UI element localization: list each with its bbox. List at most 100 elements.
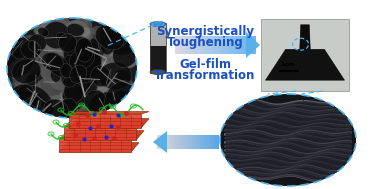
Ellipse shape [62, 86, 86, 110]
Ellipse shape [25, 54, 43, 70]
Bar [157, 135, 160, 149]
Bar [178, 135, 181, 149]
Ellipse shape [37, 38, 63, 66]
Bar [233, 36, 237, 54]
Ellipse shape [26, 74, 39, 86]
Ellipse shape [108, 77, 119, 95]
Ellipse shape [58, 98, 77, 119]
Ellipse shape [44, 92, 83, 128]
Ellipse shape [62, 20, 93, 59]
Ellipse shape [7, 18, 137, 118]
Ellipse shape [21, 40, 41, 59]
Ellipse shape [37, 78, 66, 103]
Bar [181, 36, 184, 54]
FancyArrow shape [246, 32, 260, 58]
Ellipse shape [68, 16, 92, 47]
Bar [186, 36, 190, 54]
Ellipse shape [56, 32, 67, 41]
Ellipse shape [52, 89, 58, 93]
Bar [236, 36, 240, 54]
Text: Transformation: Transformation [154, 69, 256, 82]
Bar [214, 135, 217, 149]
Ellipse shape [34, 25, 47, 35]
Ellipse shape [40, 19, 71, 48]
Bar [216, 135, 219, 149]
Ellipse shape [71, 108, 79, 117]
Ellipse shape [108, 19, 125, 40]
Ellipse shape [59, 34, 77, 52]
Ellipse shape [115, 36, 126, 46]
Ellipse shape [220, 94, 356, 186]
Ellipse shape [18, 51, 31, 61]
Bar [159, 135, 162, 149]
Ellipse shape [32, 82, 40, 94]
Ellipse shape [77, 28, 101, 49]
Ellipse shape [82, 27, 90, 37]
Ellipse shape [71, 59, 78, 64]
Bar [166, 135, 169, 149]
Ellipse shape [50, 72, 68, 90]
Bar [205, 135, 209, 149]
Ellipse shape [58, 98, 72, 108]
Ellipse shape [76, 38, 93, 62]
Ellipse shape [44, 95, 68, 126]
Bar [261, 19, 349, 91]
Ellipse shape [82, 67, 93, 76]
Ellipse shape [38, 27, 49, 36]
Bar [150, 23, 166, 73]
Ellipse shape [9, 84, 33, 103]
Bar [189, 135, 192, 149]
Polygon shape [64, 124, 144, 126]
Ellipse shape [45, 69, 70, 90]
Bar [193, 135, 196, 149]
Polygon shape [64, 131, 144, 140]
Ellipse shape [37, 20, 61, 43]
Ellipse shape [67, 39, 102, 83]
Ellipse shape [101, 40, 113, 55]
Ellipse shape [1, 83, 28, 110]
Ellipse shape [95, 25, 124, 50]
Ellipse shape [79, 103, 88, 109]
Ellipse shape [19, 57, 38, 83]
Ellipse shape [112, 21, 127, 42]
Polygon shape [300, 25, 310, 49]
Ellipse shape [85, 85, 99, 98]
Polygon shape [265, 49, 345, 80]
Ellipse shape [75, 74, 98, 95]
Ellipse shape [104, 67, 131, 93]
Ellipse shape [20, 35, 43, 56]
Ellipse shape [81, 33, 88, 44]
Ellipse shape [102, 98, 114, 109]
Ellipse shape [46, 34, 71, 60]
Ellipse shape [88, 82, 129, 110]
Bar [191, 135, 194, 149]
Ellipse shape [114, 91, 129, 105]
Ellipse shape [21, 81, 28, 88]
Ellipse shape [11, 63, 19, 68]
Ellipse shape [12, 59, 41, 84]
Bar [197, 135, 200, 149]
Ellipse shape [64, 82, 83, 102]
Bar [167, 135, 171, 149]
Bar [186, 135, 190, 149]
Ellipse shape [64, 36, 101, 79]
Ellipse shape [108, 46, 118, 57]
Bar [217, 36, 220, 54]
Ellipse shape [35, 15, 71, 51]
Ellipse shape [61, 88, 73, 99]
Ellipse shape [89, 92, 128, 125]
Ellipse shape [95, 62, 113, 85]
Bar [163, 135, 166, 149]
Bar [203, 135, 206, 149]
Bar [247, 36, 251, 54]
Ellipse shape [70, 65, 87, 83]
Ellipse shape [60, 64, 73, 78]
Bar [228, 36, 231, 54]
Bar [222, 36, 226, 54]
Bar [194, 36, 198, 54]
Bar [175, 36, 179, 54]
Ellipse shape [90, 38, 99, 49]
Bar [197, 36, 201, 54]
Bar [192, 36, 195, 54]
Polygon shape [59, 143, 139, 152]
